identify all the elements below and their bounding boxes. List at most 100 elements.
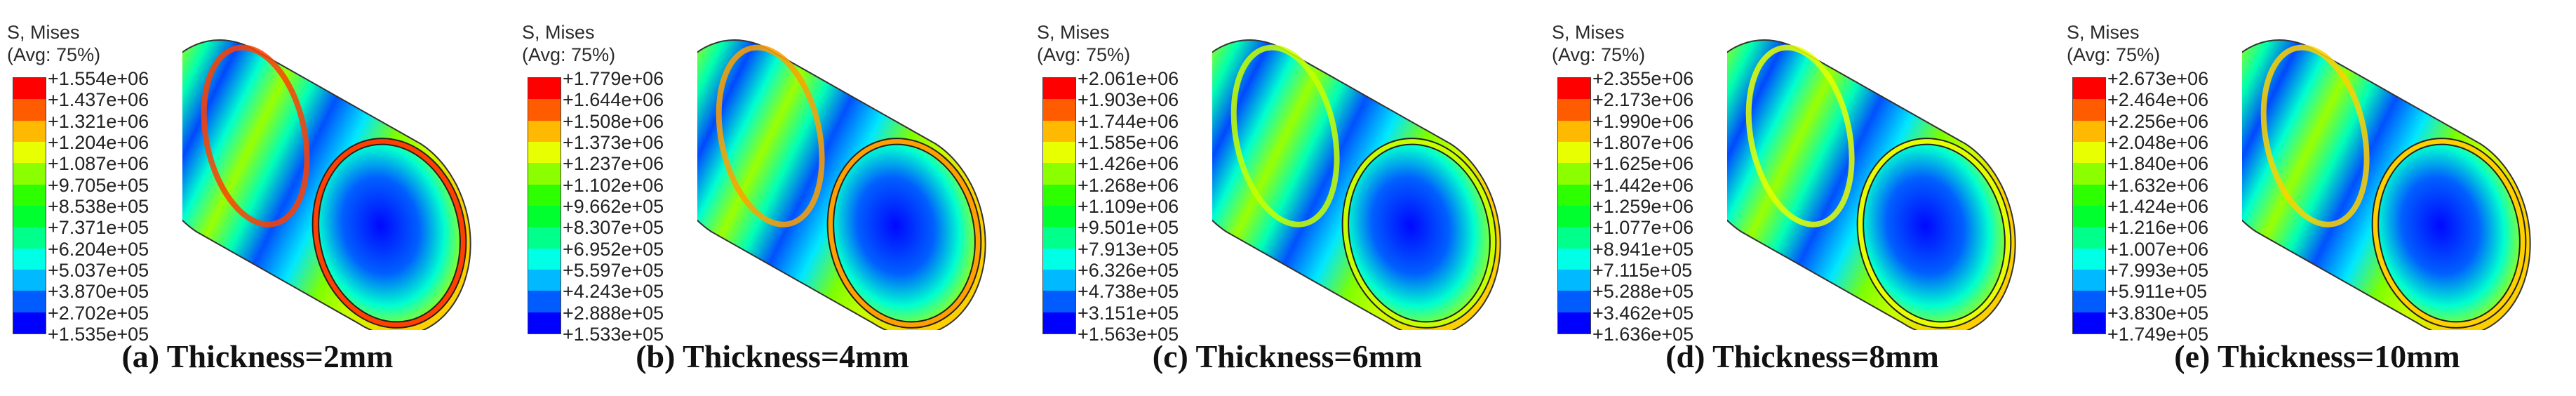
stress-contour-cylinder [2242,39,2531,330]
panel-caption: (a) Thickness=2mm [121,338,394,374]
legend-color-swatch [528,248,561,270]
stress-contour-cylinder [1212,39,1501,330]
legend-value: +8.307e+05 [563,217,664,239]
legend-title: S, Mises (Avg: 75%) [1037,22,1131,65]
legend-color-swatch [2073,141,2105,164]
legend-color-swatch [1043,205,1075,227]
legend-value: +5.597e+05 [563,259,664,281]
legend-value: +5.288e+05 [1592,281,1694,303]
legend-value: +1.625e+06 [1592,153,1694,175]
legend-value: +7.993e+05 [2107,259,2209,281]
legend-labels: +2.673e+06 +2.464e+06 +2.256e+06 +2.048e… [2107,69,2209,347]
legend-value: +7.115e+05 [1592,259,1693,281]
legend-value: +1.237e+06 [563,153,664,175]
panel-a: S, Mises (Avg: 75%) +1.554e+06 +1.437e+0… [0,0,515,396]
legend-value: +2.464e+06 [2107,89,2209,111]
legend-color-swatch [13,312,46,334]
panel-caption: (e) Thickness=10mm [2174,338,2460,374]
legend-color-swatch [2073,99,2105,121]
legend-value: +1.563e+05 [1078,323,1179,345]
legend-value: +6.326e+05 [1078,259,1179,281]
legend-color-swatch [1558,312,1590,334]
legend-value: +1.204e+06 [48,131,149,153]
stress-contour-cylinder [697,39,986,330]
legend-color-swatch [1558,78,1590,100]
legend-color-swatch [1558,184,1590,206]
legend-value: +1.807e+06 [1592,131,1694,153]
legend-color-swatch [2073,78,2105,100]
legend-color-swatch [2073,205,2105,227]
legend-value: +1.321e+06 [48,110,149,132]
legend-color-swatch [2073,248,2105,270]
legend-value: +2.048e+06 [2107,131,2209,153]
legend-color-swatch [528,227,561,249]
legend-value: +1.373e+06 [563,131,664,153]
legend-value: +1.216e+06 [2107,217,2209,239]
legend-color-swatch [528,291,561,312]
legend-value: +1.990e+06 [1592,110,1694,132]
legend-color-swatch [1558,227,1590,249]
legend-value: +1.840e+06 [2107,153,2209,175]
legend-value: +8.538e+05 [48,195,149,217]
legend-color-swatch [2073,163,2105,185]
legend-color-swatch [1558,99,1590,121]
legend-color-swatch [528,120,561,142]
legend-value: +2.702e+05 [48,302,149,324]
panel-caption: (d) Thickness=8mm [1665,338,1939,374]
legend-color-swatch [2073,291,2105,312]
legend-color-swatch [13,120,46,142]
legend-color-swatch [528,99,561,121]
legend-value: +6.952e+05 [563,238,664,260]
legend-value: +7.371e+05 [48,217,149,239]
legend-color-swatch [1043,248,1075,270]
legend-value: +1.508e+06 [563,110,664,132]
legend-labels: +2.355e+06 +2.173e+06 +1.990e+06 +1.807e… [1592,69,1694,347]
legend-color-swatch [13,141,46,164]
legend-labels: +1.779e+06 +1.644e+06 +1.508e+06 +1.373e… [563,69,664,347]
legend-value: +3.151e+05 [1078,302,1179,324]
legend-value: +6.204e+05 [48,238,149,260]
legend-labels: +1.554e+06 +1.437e+06 +1.321e+06 +1.204e… [48,69,149,347]
legend-value: +3.830e+05 [2107,302,2209,324]
legend-value: +1.903e+06 [1078,89,1179,111]
legend-title: S, Mises (Avg: 75%) [2067,22,2161,65]
legend-color-swatch [1043,163,1075,185]
legend-value: +7.913e+05 [1078,238,1179,260]
legend-color-swatch [528,141,561,164]
legend-color-swatch [1043,141,1075,164]
legend-value: +1.749e+05 [2107,323,2209,345]
legend-value: +2.061e+06 [1078,68,1179,89]
legend-value: +1.259e+06 [1592,195,1694,217]
legend-title: S, Mises (Avg: 75%) [1552,22,1646,65]
legend-color-swatch [1558,291,1590,312]
legend-value: +1.744e+06 [1078,110,1179,132]
legend-value: +2.888e+05 [563,302,664,324]
legend-color-swatch [528,269,561,291]
legend-value: +1.437e+06 [48,89,149,111]
stress-contour-cylinder [182,39,471,330]
legend-color-swatch [1558,269,1590,291]
legend-color-swatch [1043,227,1075,249]
legend-title: S, Mises (Avg: 75%) [522,22,616,65]
legend-value: +1.636e+05 [1592,323,1694,345]
legend-value: +1.585e+06 [1078,131,1179,153]
contour-legend-bar [528,77,561,334]
legend-value: +8.941e+05 [1592,238,1694,260]
legend-color-swatch [2073,269,2105,291]
legend-color-swatch [13,205,46,227]
legend-color-swatch [1043,312,1075,334]
legend-value: +1.426e+06 [1078,153,1179,175]
legend-value: +1.109e+06 [1078,195,1179,217]
legend-color-swatch [13,163,46,185]
contour-legend-bar [1042,77,1076,334]
legend-color-swatch [13,248,46,270]
legend-color-swatch [13,227,46,249]
legend-value: +1.087e+06 [48,153,149,175]
legend-color-swatch [2073,120,2105,142]
legend-color-swatch [1043,78,1075,100]
legend-color-swatch [528,78,561,100]
panel-c: S, Mises (Avg: 75%) +2.061e+06 +1.903e+0… [1030,0,1545,396]
panel-caption: (c) Thickness=6mm [1152,338,1423,374]
legend-color-swatch [13,269,46,291]
